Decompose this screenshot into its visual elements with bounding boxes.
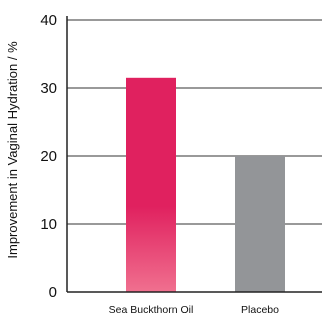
bar-placebo [235,156,285,292]
x-category-labels: Sea Buckthorn Oil Placebo [109,304,279,316]
bar-sea-buckthorn-oil [126,77,176,292]
y-tick-label-30: 30 [40,80,57,97]
y-tick-label-40: 40 [40,12,57,29]
bars [126,77,285,292]
y-tick-label-10: 10 [40,216,57,233]
y-tick-label-20: 20 [40,148,57,165]
x-category-label-sea-buckthorn-oil: Sea Buckthorn Oil [109,304,194,316]
y-axis-title: Improvement in Vaginal Hydration / % [5,41,20,259]
y-tick-label-0: 0 [49,284,57,301]
x-category-label-placebo: Placebo [241,304,279,316]
y-tick-labels: 0 10 20 30 40 [40,12,57,301]
